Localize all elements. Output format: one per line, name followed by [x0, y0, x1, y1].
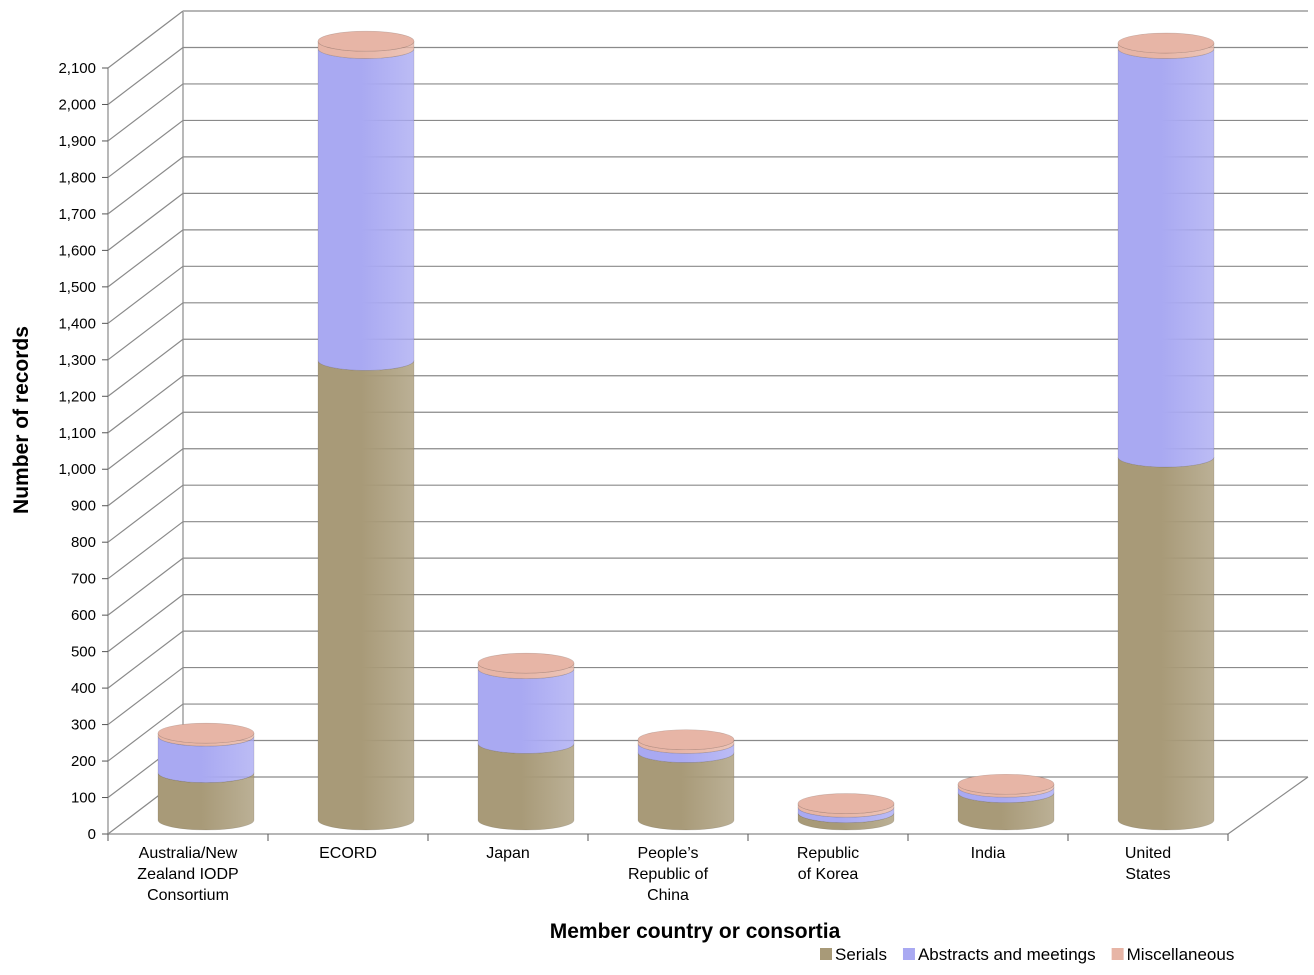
- y-tick-label: 200: [71, 753, 96, 770]
- bar-abstracts-and-meetings: [1117, 48, 1215, 468]
- gridline-side: [107, 302, 184, 361]
- x-tick-label: Australia/New Zealand IODP Consortium: [137, 845, 238, 904]
- gridline-side: [107, 156, 184, 215]
- y-tick-label: 900: [71, 498, 96, 515]
- gridline-side: [107, 521, 184, 580]
- gridline-side: [107, 10, 184, 69]
- legend: Serials Abstracts and meetings Miscellaneo…: [820, 945, 1234, 964]
- legend-item: Abstracts and meetings: [902, 945, 1096, 964]
- y-tick-label: 800: [71, 534, 96, 551]
- legend-swatch: [902, 948, 915, 960]
- gridline-side: [107, 630, 184, 689]
- y-tick-label: 1,000: [58, 461, 96, 478]
- x-tick-label: Republic of Korea: [797, 845, 859, 883]
- gridline-side: [107, 411, 184, 470]
- x-axis-title: Member country or consortia: [550, 920, 841, 943]
- gridline-side: [107, 703, 184, 762]
- bar-abstracts-and-meetings: [477, 668, 575, 754]
- gridline-side: [107, 448, 184, 507]
- gridline-side: [107, 192, 184, 251]
- bars: [157, 30, 1215, 831]
- bar-top-cap: [317, 30, 415, 52]
- gridline-side: [107, 119, 184, 178]
- gridline-side: [107, 46, 184, 105]
- legend-swatch: [820, 948, 832, 960]
- y-tick-label: 500: [71, 644, 96, 661]
- y-axis-title: Number of records: [10, 326, 33, 514]
- legend-label: Abstracts and meetings: [918, 945, 1096, 964]
- gridline-side: [107, 338, 184, 397]
- x-tick-label: ECORD: [319, 845, 377, 862]
- y-tick-label: 1,700: [58, 206, 96, 223]
- y-tick-label: 100: [71, 790, 96, 807]
- gridline-side: [107, 667, 184, 726]
- bar-serials: [477, 743, 575, 831]
- bar-serials: [637, 752, 735, 831]
- legend-label: Serials: [835, 945, 887, 964]
- bar-top-cap: [957, 773, 1055, 795]
- legend-swatch: [1111, 948, 1124, 960]
- y-tick-label: 1,400: [58, 315, 96, 332]
- y-tick-label: 2,000: [58, 96, 96, 113]
- bar-abstracts-and-meetings: [317, 48, 415, 371]
- gridline-side: [107, 375, 184, 434]
- gridline-side: [107, 265, 184, 324]
- y-axis: 0 100 200 300 400 500 600 700 800 900 1,000 1,100 1,…: [58, 60, 108, 843]
- floor-edge: [1227, 776, 1309, 835]
- y-tick-label: 2,100: [58, 60, 96, 77]
- bar-top-cap: [477, 652, 575, 674]
- y-tick-label: 1,500: [58, 279, 96, 296]
- legend-label: Miscellaneous: [1127, 945, 1235, 964]
- legend-item: Serials: [820, 945, 887, 964]
- y-tick-label: 400: [71, 680, 96, 697]
- bar-top-cap: [637, 729, 735, 751]
- y-tick-label: 1,600: [58, 242, 96, 259]
- x-tick-label: People’s Republic of China: [628, 845, 709, 904]
- gridline-side: [107, 484, 184, 543]
- y-tick-label: 600: [71, 607, 96, 624]
- bar-serials: [317, 360, 415, 831]
- gridline-side: [107, 229, 184, 288]
- y-tick-label: 1,200: [58, 388, 96, 405]
- bar-top-cap: [1117, 32, 1215, 54]
- y-tick-label: 1,900: [58, 133, 96, 150]
- gridline-side: [107, 83, 184, 142]
- x-tick-label: United States: [1125, 845, 1171, 883]
- legend-item: Miscellaneous: [1111, 945, 1235, 964]
- y-tick-label: 1,300: [58, 352, 96, 369]
- bar-serials: [1117, 457, 1215, 831]
- x-axis: Australia/New Zealand IODP Consortium ECORD…: [107, 834, 1229, 904]
- y-tick-label: 300: [71, 717, 96, 734]
- y-tick-label: 1,800: [58, 169, 96, 186]
- bar-top-cap: [797, 793, 895, 814]
- x-tick-label: India: [971, 845, 1006, 862]
- bar-top-cap: [157, 722, 255, 744]
- y-tick-label: 1,100: [58, 425, 96, 442]
- y-tick-label: 0: [88, 826, 96, 843]
- gridline-side: [107, 557, 184, 616]
- x-tick-label: Japan: [486, 845, 530, 862]
- gridline-side: [107, 594, 184, 653]
- y-tick-label: 700: [71, 571, 96, 588]
